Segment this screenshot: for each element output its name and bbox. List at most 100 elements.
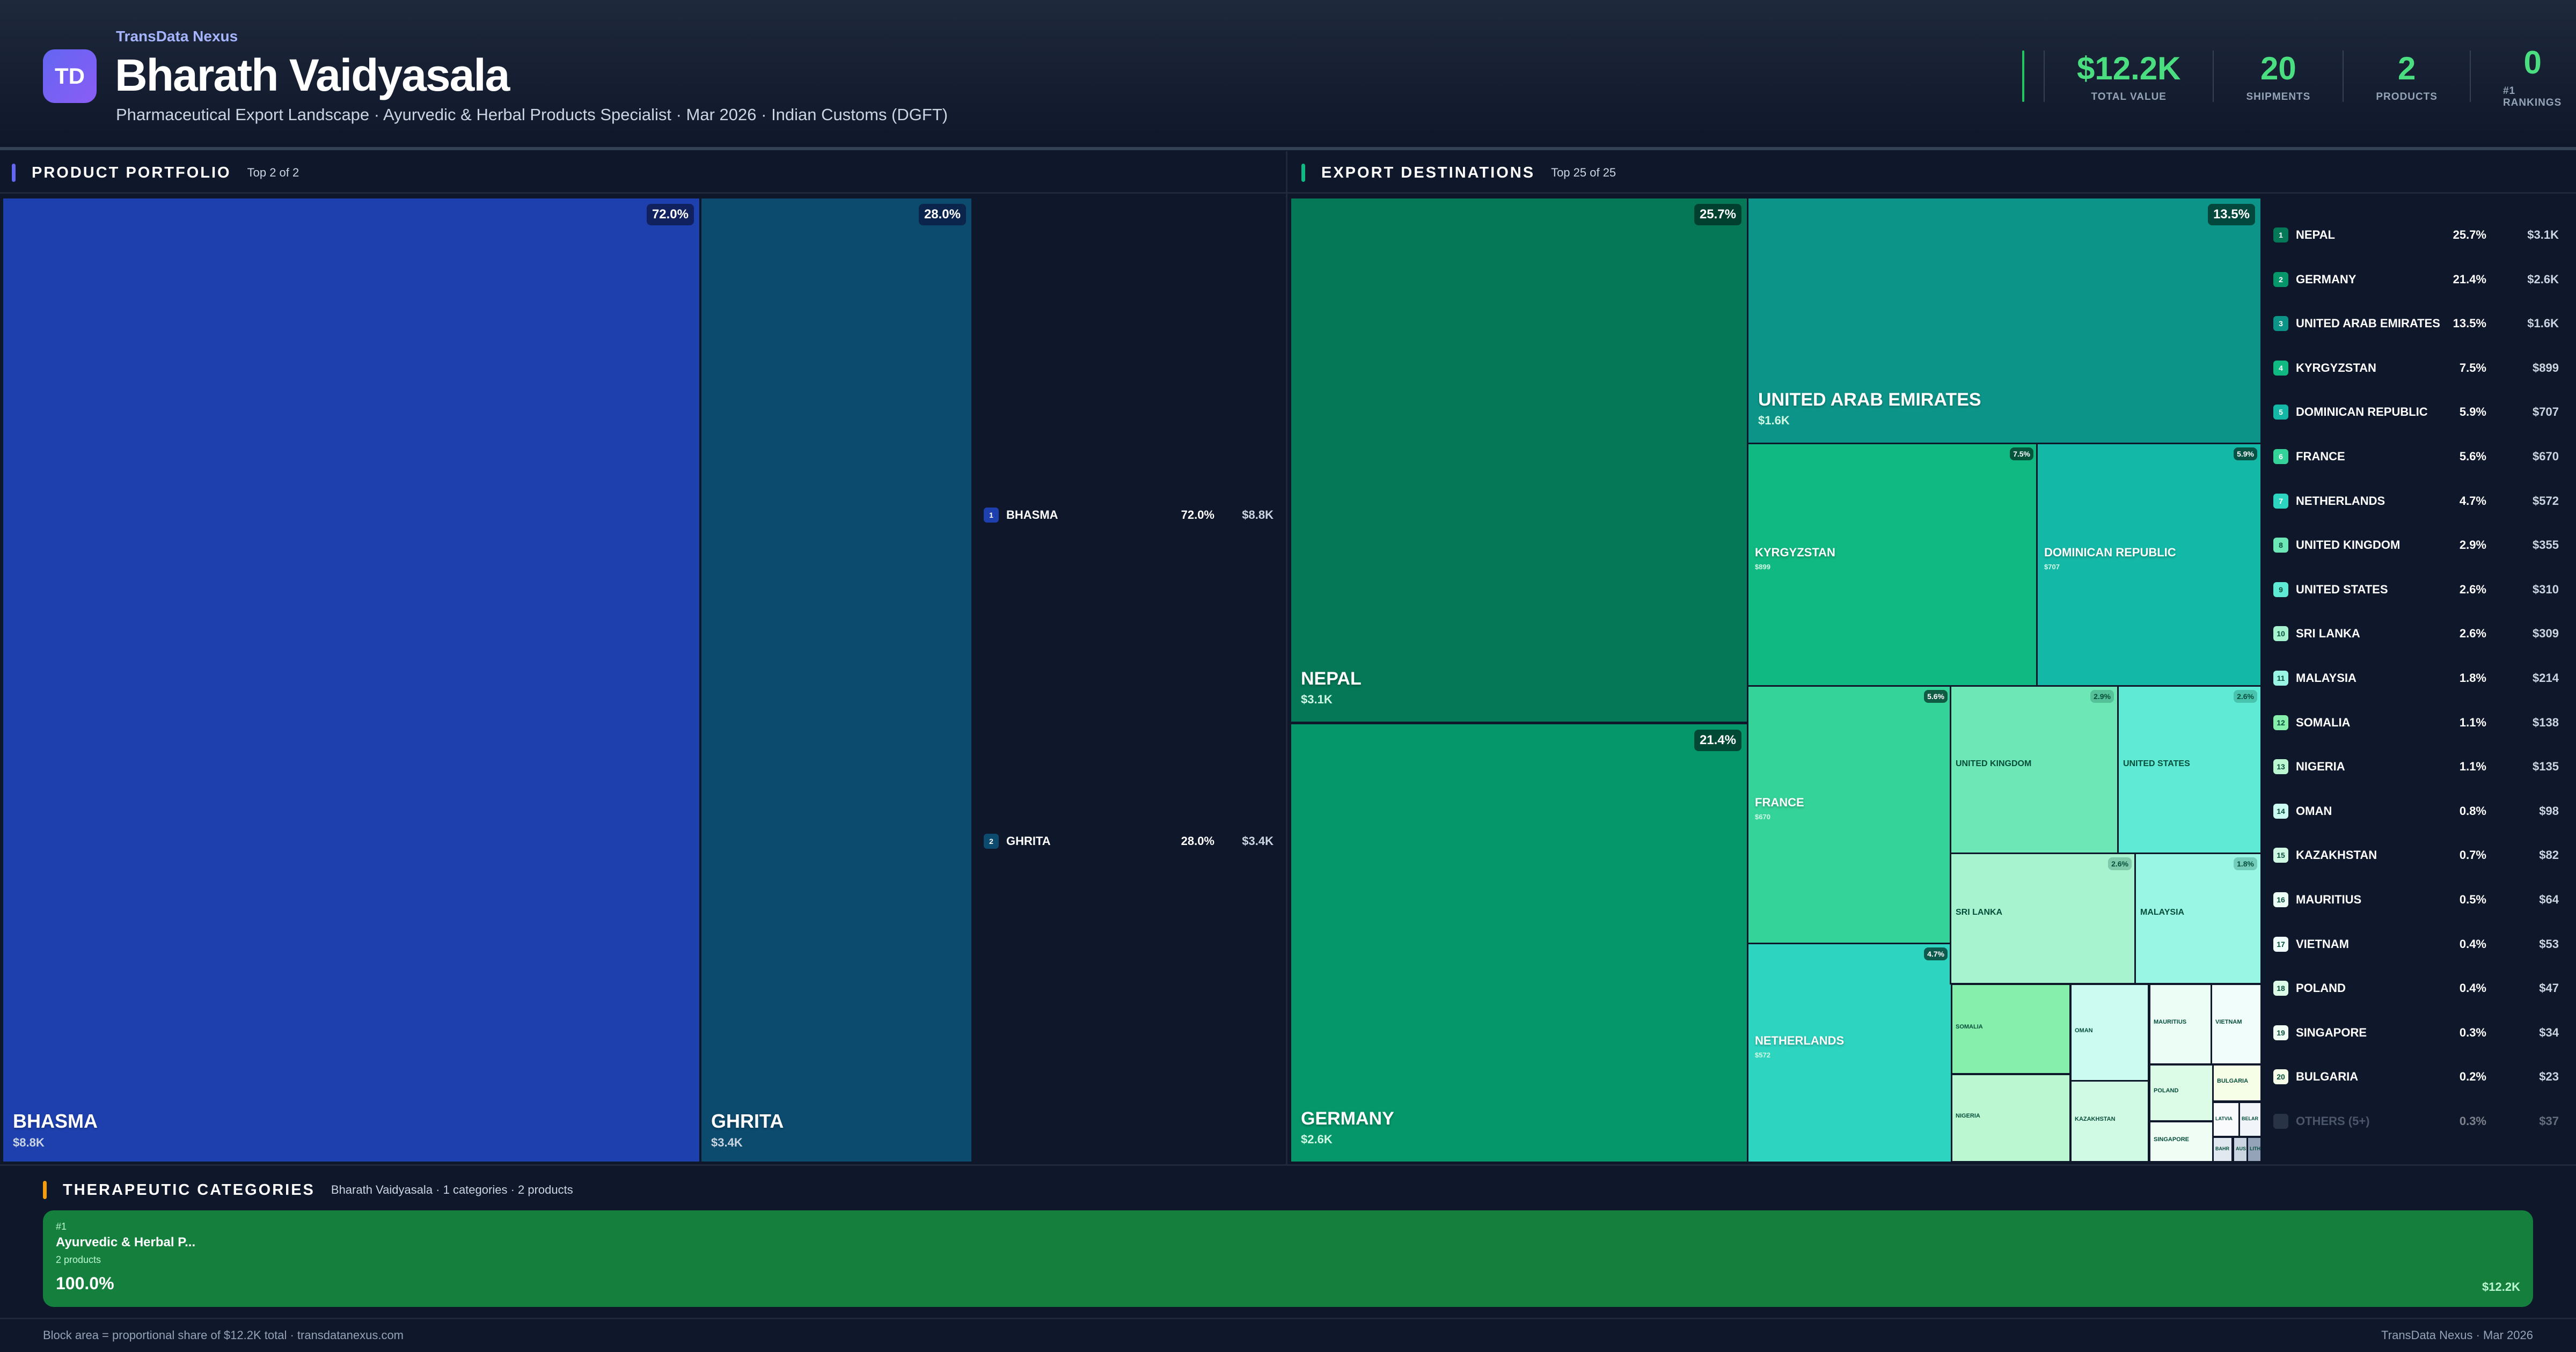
destination-cell[interactable]: BAHR xyxy=(2212,1136,2233,1163)
cell-name: NIGERIA xyxy=(1956,1113,1980,1119)
legend-name: SOMALIA xyxy=(2296,715,2351,729)
legend-item[interactable]: 5 DOMINICAN REPUBLIC 5.9% $707 xyxy=(2273,405,2559,420)
rank-badge: 19 xyxy=(2273,1025,2288,1040)
rank-badge: 18 xyxy=(2273,981,2288,996)
legend-value: $8.8K xyxy=(1242,508,1274,521)
pct-badge: 5.9% xyxy=(2234,447,2257,460)
legend-item[interactable]: 15 KAZAKHSTAN 0.7% $82 xyxy=(2273,848,2559,863)
legend-value: $47 xyxy=(2539,981,2559,995)
legend-item[interactable]: 9 UNITED STATES 2.6% $310 xyxy=(2273,582,2559,597)
destination-cell[interactable]: 21.4% GERMANY $2.6K xyxy=(1290,723,1748,1163)
cell-name: NETHERLANDS xyxy=(1755,1033,1845,1047)
legend-value: $37 xyxy=(2539,1114,2559,1128)
destination-cell[interactable]: 1.8% MALAYSIA xyxy=(2134,853,2262,984)
legend-pct: 28.0% xyxy=(1181,834,1214,848)
destination-cell[interactable]: NIGERIA xyxy=(1951,1074,2071,1163)
destination-cell[interactable]: 2.9% UNITED KINGDOM xyxy=(1950,685,2119,855)
destination-cell[interactable]: KAZAKHSTAN xyxy=(2070,1080,2149,1163)
destination-cell[interactable]: LATVIA xyxy=(2212,1101,2240,1137)
pct-badge: 13.5% xyxy=(2207,204,2255,225)
legend-item[interactable]: 19 SINGAPORE 0.3% $34 xyxy=(2273,1025,2559,1040)
destination-cell[interactable]: VIETNAM xyxy=(2211,983,2262,1065)
pct-badge: 21.4% xyxy=(1694,730,1741,751)
legend-value: $138 xyxy=(2533,715,2559,729)
destination-cell[interactable]: 2.6% SRI LANKA xyxy=(1950,853,2136,984)
category-rank: #1 xyxy=(56,1221,67,1232)
destination-cell[interactable]: POLAND xyxy=(2149,1064,2214,1122)
legend-item-others[interactable]: OTHERS (5+) 0.3% $37 xyxy=(2273,1114,2559,1129)
legend-name: OMAN xyxy=(2296,804,2332,818)
legend-pct: 0.2% xyxy=(2459,1070,2486,1084)
rank-badge xyxy=(2273,1114,2288,1129)
legend-item[interactable]: 16 MAURITIUS 0.5% $64 xyxy=(2273,892,2559,907)
legend-item[interactable]: 10 SRI LANKA 2.6% $309 xyxy=(2273,626,2559,642)
destination-cell[interactable]: BELAR xyxy=(2238,1101,2262,1137)
legend-value: $309 xyxy=(2533,627,2559,641)
legend-value: $214 xyxy=(2533,671,2559,685)
destination-cell[interactable]: 5.6% FRANCE $670 xyxy=(1747,685,1952,944)
destination-cell[interactable]: 4.7% NETHERLANDS $572 xyxy=(1747,943,1952,1163)
legend-item[interactable]: 13 NIGERIA 1.1% $135 xyxy=(2273,759,2559,775)
legend-item[interactable]: 18 POLAND 0.4% $47 xyxy=(2273,981,2559,996)
legend-value: $572 xyxy=(2533,494,2559,508)
pct-badge: 4.7% xyxy=(1924,947,1948,960)
destination-cell[interactable]: MAURITIUS xyxy=(2149,983,2212,1065)
stat-products: 2 PRODUCTS xyxy=(2343,50,2470,102)
legend-name: DOMINICAN REPUBLIC xyxy=(2296,405,2428,419)
destination-cell[interactable]: SOMALIA xyxy=(1951,983,2071,1075)
destination-cell[interactable]: AUS xyxy=(2233,1136,2248,1163)
legend-pct: 21.4% xyxy=(2453,272,2486,286)
legend-item[interactable]: 4 KYRGYZSTAN 7.5% $899 xyxy=(2273,360,2559,376)
legend-item[interactable]: 11 MALAYSIA 1.8% $214 xyxy=(2273,671,2559,686)
legend-item[interactable]: 12 SOMALIA 1.1% $138 xyxy=(2273,715,2559,730)
cell-name: UNITED KINGDOM xyxy=(1956,759,2032,768)
cell-name: LATVIA xyxy=(2215,1115,2233,1121)
divider xyxy=(0,1164,2576,1166)
legend-item[interactable]: 2 GHRITA 28.0% $3.4K xyxy=(984,834,1274,849)
legend-name: NEPAL xyxy=(2296,228,2335,241)
product-cell[interactable]: 72.0% BHASMA $8.8K xyxy=(2,197,701,1163)
destination-cell[interactable]: 13.5% UNITED ARAB EMIRATES $1.6K xyxy=(1747,197,2262,444)
rank-badge: 12 xyxy=(2273,715,2288,730)
cell-name: SINGAPORE xyxy=(2154,1136,2190,1143)
destination-cell[interactable]: LITH xyxy=(2246,1136,2262,1163)
destination-cell[interactable]: SINGAPORE xyxy=(2149,1121,2214,1163)
brand-name: TransData Nexus xyxy=(116,28,238,45)
category-pct: 100.0% xyxy=(56,1274,114,1293)
legend-item[interactable]: 8 UNITED KINGDOM 2.9% $355 xyxy=(2273,538,2559,553)
cell-name: LITH xyxy=(2250,1145,2260,1151)
legend-value: $98 xyxy=(2539,804,2559,818)
pct-badge: 28.0% xyxy=(918,204,966,225)
legend-name: OTHERS (5+) xyxy=(2296,1114,2370,1128)
cell-name: AUS xyxy=(2236,1145,2246,1151)
product-cell[interactable]: 28.0% GHRITA $3.4K xyxy=(700,197,973,1163)
destination-cell[interactable]: BULGARIA xyxy=(2212,1064,2262,1102)
legend-name: MAURITIUS xyxy=(2296,893,2362,906)
legend-item[interactable]: 20 BULGARIA 0.2% $23 xyxy=(2273,1069,2559,1085)
destination-cell[interactable]: 5.9% DOMINICAN REPUBLIC $707 xyxy=(2036,443,2262,687)
cell-value: $1.6K xyxy=(1758,414,1790,427)
legend-item[interactable]: 1 NEPAL 25.7% $3.1K xyxy=(2273,227,2559,243)
legend-name: UNITED KINGDOM xyxy=(2296,538,2401,552)
legend-item[interactable]: 3 UNITED ARAB EMIRATES 13.5% $1.6K xyxy=(2273,316,2559,332)
legend-item[interactable]: 1 BHASMA 72.0% $8.8K xyxy=(984,508,1274,523)
destination-cell[interactable]: 7.5% KYRGYZSTAN $899 xyxy=(1747,443,2038,687)
cell-value: $3.1K xyxy=(1301,693,1333,706)
legend-item[interactable]: 6 FRANCE 5.6% $670 xyxy=(2273,449,2559,464)
category-block[interactable]: #1 Ayurvedic & Herbal P... 2 products 10… xyxy=(43,1210,2533,1307)
legend-name: NIGERIA xyxy=(2296,760,2345,774)
legend-pct: 0.3% xyxy=(2459,1025,2486,1039)
legend-value: $3.4K xyxy=(1242,834,1274,848)
legend-item[interactable]: 7 NETHERLANDS 4.7% $572 xyxy=(2273,493,2559,509)
legend-pct: 7.5% xyxy=(2459,361,2486,374)
destination-cell[interactable]: 25.7% NEPAL $3.1K xyxy=(1290,197,1748,723)
legend-pct: 2.6% xyxy=(2459,627,2486,641)
legend-item[interactable]: 2 GERMANY 21.4% $2.6K xyxy=(2273,271,2559,287)
destination-cell[interactable]: OMAN xyxy=(2070,983,2149,1082)
legend-item[interactable]: 14 OMAN 0.8% $98 xyxy=(2273,803,2559,819)
pct-badge: 72.0% xyxy=(646,204,694,225)
legend-pct: 1.8% xyxy=(2459,671,2486,685)
legend-item[interactable]: 17 VIETNAM 0.4% $53 xyxy=(2273,936,2559,952)
rank-badge: 20 xyxy=(2273,1069,2288,1085)
destination-cell[interactable]: 2.6% UNITED STATES xyxy=(2117,685,2262,855)
